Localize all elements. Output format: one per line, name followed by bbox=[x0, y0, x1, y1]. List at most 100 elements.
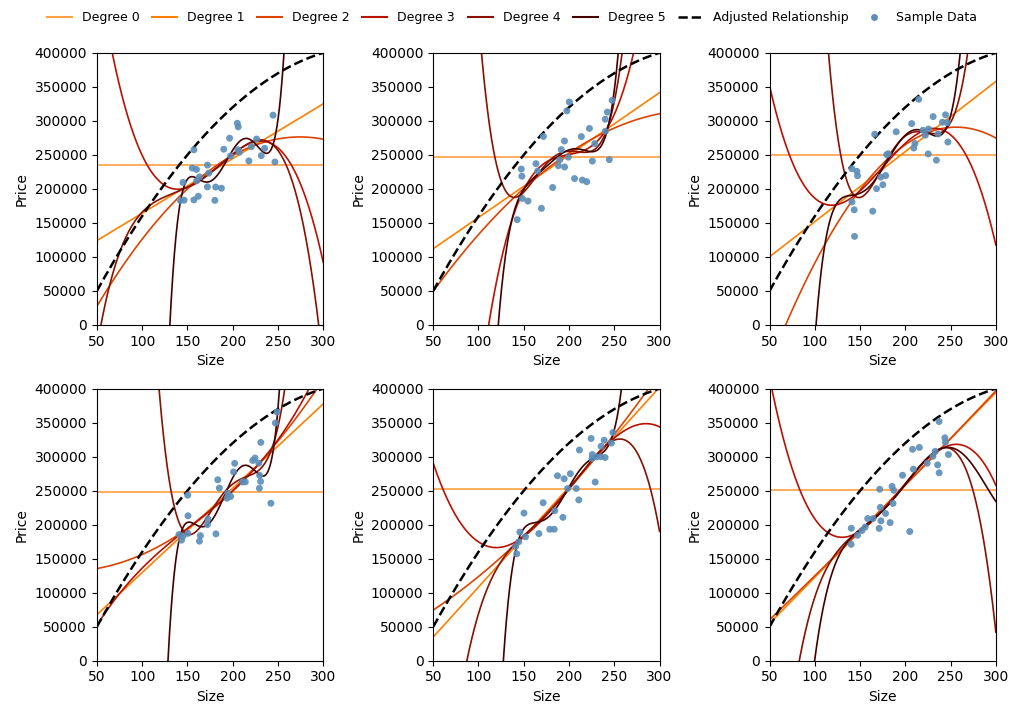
Point bbox=[256, 142, 272, 154]
Point bbox=[185, 194, 202, 206]
Point bbox=[871, 483, 888, 495]
Point bbox=[252, 476, 268, 487]
Point bbox=[536, 131, 552, 142]
Point bbox=[185, 144, 202, 155]
Point bbox=[222, 490, 239, 502]
Point bbox=[516, 508, 532, 519]
Point bbox=[175, 177, 191, 188]
X-axis label: Size: Size bbox=[196, 354, 224, 368]
Point bbox=[925, 111, 941, 122]
Point bbox=[556, 473, 572, 485]
Point bbox=[878, 170, 894, 181]
Point bbox=[918, 129, 934, 141]
Point bbox=[269, 406, 286, 418]
Point bbox=[234, 476, 251, 487]
Point bbox=[596, 434, 612, 446]
Point bbox=[843, 539, 859, 550]
Point bbox=[886, 485, 902, 496]
Point bbox=[175, 531, 191, 542]
Point bbox=[509, 214, 525, 225]
Point bbox=[864, 206, 881, 217]
Point bbox=[903, 118, 920, 129]
Point bbox=[940, 449, 956, 460]
Point bbox=[905, 142, 922, 154]
Point bbox=[219, 487, 236, 499]
Point bbox=[568, 482, 585, 494]
Point bbox=[871, 523, 888, 534]
Point bbox=[934, 116, 950, 128]
Point bbox=[905, 464, 922, 475]
Point bbox=[587, 476, 603, 487]
Point bbox=[879, 149, 895, 160]
Point bbox=[511, 536, 527, 548]
Point bbox=[508, 541, 524, 552]
Point bbox=[846, 204, 862, 216]
Point bbox=[208, 528, 224, 540]
Point bbox=[188, 175, 205, 187]
Point bbox=[190, 191, 207, 202]
Point bbox=[231, 147, 248, 158]
Point bbox=[844, 163, 860, 175]
Point bbox=[226, 457, 243, 469]
Point bbox=[221, 132, 238, 144]
Point bbox=[193, 530, 209, 541]
Point bbox=[253, 436, 269, 448]
Point bbox=[229, 144, 246, 155]
Point bbox=[566, 173, 583, 184]
Point bbox=[176, 194, 193, 206]
Point bbox=[559, 482, 575, 494]
Point bbox=[601, 154, 617, 165]
Point bbox=[937, 109, 953, 121]
Y-axis label: Price: Price bbox=[688, 172, 701, 206]
Point bbox=[514, 170, 530, 182]
Point bbox=[583, 433, 599, 444]
Point bbox=[230, 121, 247, 132]
Point bbox=[530, 528, 547, 539]
Point bbox=[928, 155, 944, 166]
Point bbox=[172, 195, 188, 206]
Point bbox=[514, 193, 530, 204]
Point bbox=[513, 163, 529, 175]
Point bbox=[599, 106, 615, 118]
Point bbox=[188, 164, 205, 175]
Point bbox=[914, 124, 931, 136]
Point bbox=[927, 446, 943, 457]
Point bbox=[588, 452, 604, 463]
Point bbox=[921, 123, 937, 134]
Point bbox=[593, 451, 609, 462]
Point bbox=[849, 529, 865, 541]
Point bbox=[868, 183, 885, 194]
Point bbox=[901, 526, 918, 537]
Point bbox=[931, 416, 947, 427]
Point bbox=[243, 141, 259, 152]
Point bbox=[894, 470, 910, 481]
Point bbox=[930, 128, 946, 139]
Point bbox=[534, 203, 550, 214]
Point bbox=[211, 482, 227, 494]
Point bbox=[225, 466, 242, 477]
Point bbox=[872, 502, 889, 513]
Point bbox=[884, 481, 900, 493]
Point bbox=[529, 165, 546, 177]
Point bbox=[925, 451, 941, 462]
Point bbox=[542, 523, 558, 535]
Point bbox=[562, 468, 579, 480]
Point bbox=[940, 137, 956, 148]
Point bbox=[216, 144, 232, 155]
Point bbox=[251, 482, 267, 494]
Point bbox=[604, 427, 621, 439]
Point bbox=[911, 441, 928, 453]
Point bbox=[201, 168, 217, 179]
Point bbox=[200, 160, 216, 171]
Point bbox=[547, 505, 563, 516]
Point bbox=[882, 517, 898, 528]
Point bbox=[872, 515, 889, 526]
Point bbox=[597, 126, 613, 137]
Y-axis label: Price: Price bbox=[15, 508, 29, 541]
Point bbox=[251, 457, 267, 469]
Point bbox=[200, 513, 216, 525]
Point bbox=[930, 459, 946, 471]
Point bbox=[571, 444, 588, 456]
Point bbox=[556, 161, 572, 173]
Point bbox=[939, 117, 955, 129]
